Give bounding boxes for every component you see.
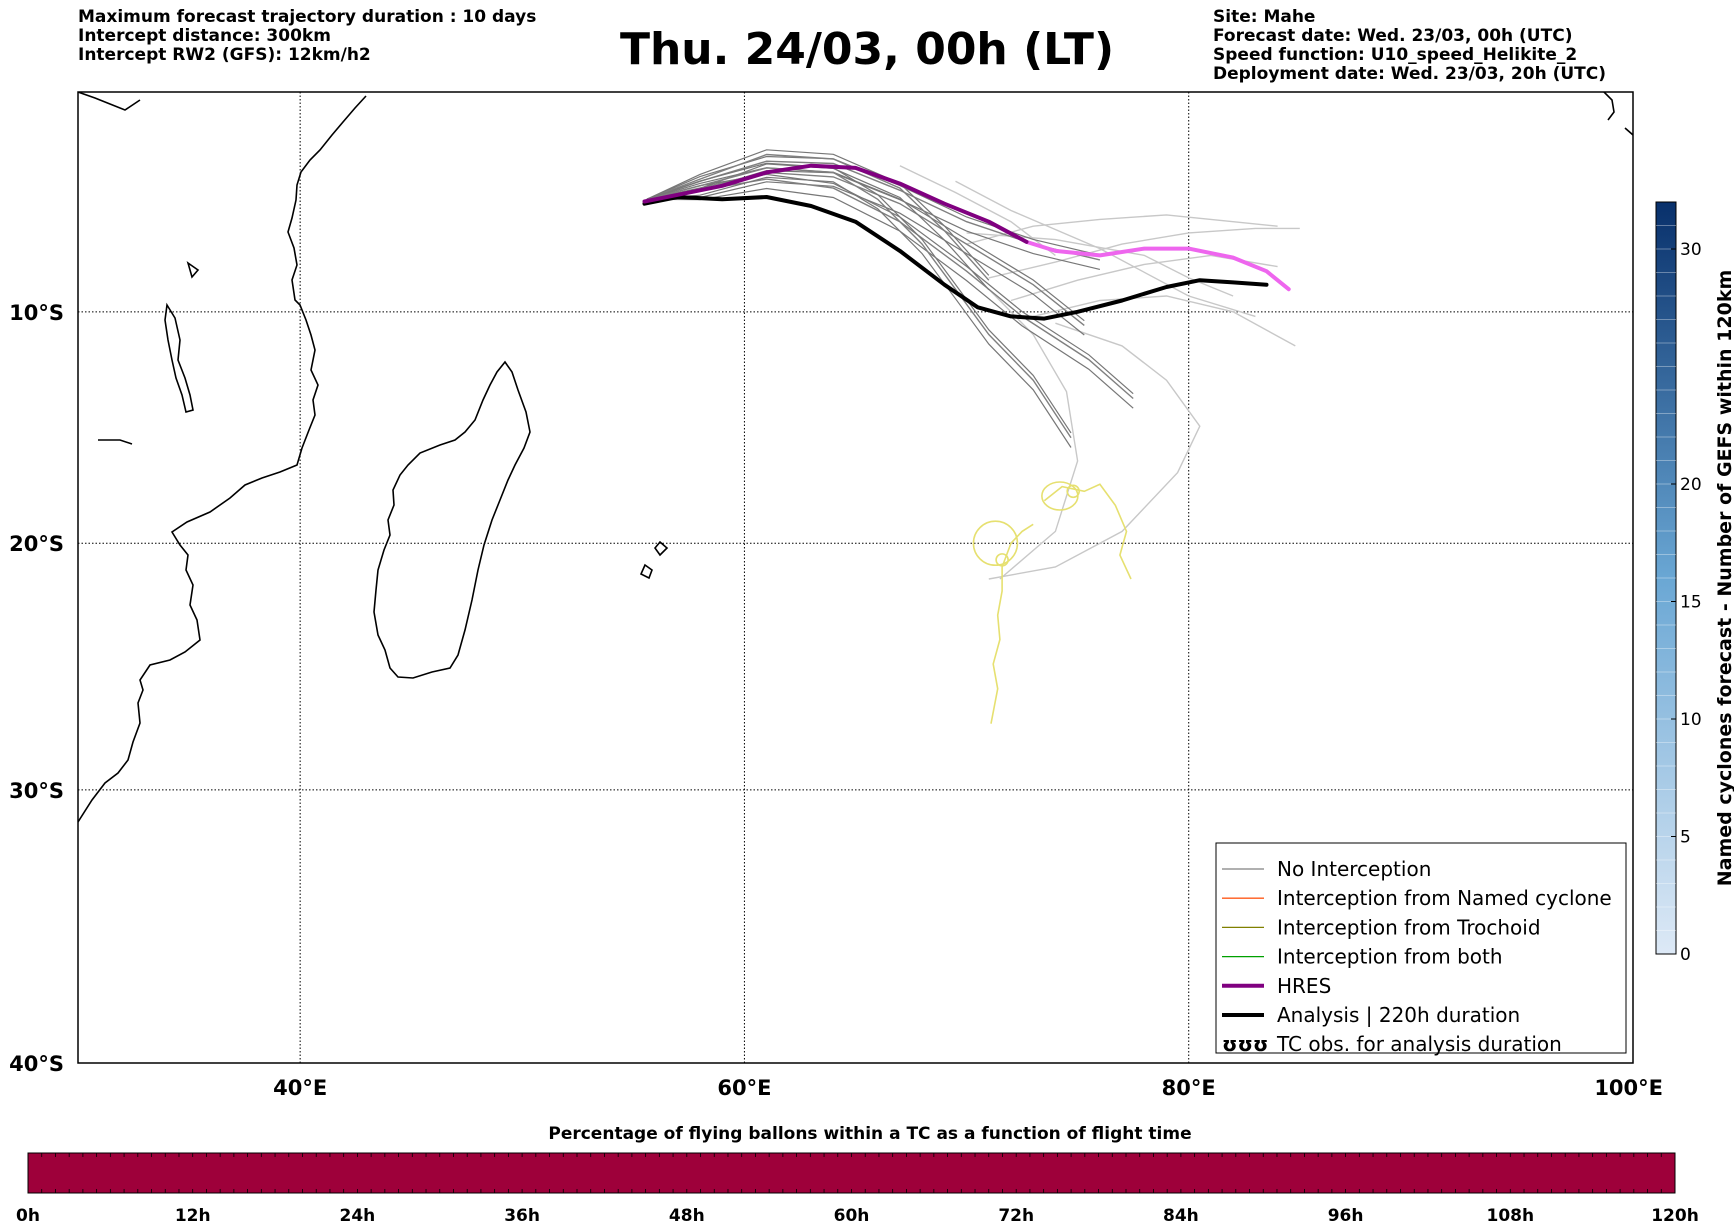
lon-tick-label: 100°E [1594,1076,1663,1100]
sri-lanka-coast [1603,92,1615,121]
right-colorbar-tick-label: 0 [1680,945,1691,965]
map-frame [77,91,1634,1064]
right-colorbar-tick-label: 15 [1680,593,1702,613]
legend-label: Analysis | 220h duration [1277,1003,1520,1027]
right-colorbar: 0 5 10 15 20 30 Named cyclones forecast - Num… [1655,201,1734,965]
graticule [78,92,1633,1063]
right-colorbar-tick-label: 5 [1680,828,1691,848]
lon-tick-label: 60°E [717,1076,771,1100]
max-duration-text: Maximum forecast trajectory duration : 1… [78,7,537,27]
ensemble-light-track [955,180,1256,318]
hres-track-continuation [1024,239,1291,292]
longitude-labels: 40°E 60°E 80°E 100°E [273,1076,1663,1100]
no-interception-track [646,171,1085,326]
right-colorbar-title: Named cyclones forecast - Number of GEFS… [1714,270,1734,887]
reunion-island [653,540,669,557]
bottom-colorbar-tick-label: 0h [16,1206,40,1223]
lat-tick-label: 20°S [9,532,64,556]
legend-label: Interception from Trochoid [1277,915,1541,939]
lon-tick-label: 40°E [273,1076,327,1100]
legend-label: Interception from both [1277,945,1503,969]
header-left: Maximum forecast trajectory duration : 1… [78,8,536,65]
tc-loop [1066,484,1080,499]
no-interception-track [646,167,1072,439]
tc-track [1043,483,1132,580]
hres-track-layer [642,163,1291,292]
ensemble-light-track [988,288,1079,580]
no-interception-track [646,153,990,281]
bottom-colorbar-bar [27,1152,1676,1194]
bottom-colorbar-tick-label: 24h [340,1206,376,1223]
tc-loop [995,553,1009,567]
bottom-colorbar-tick-label: 72h [998,1206,1034,1223]
ensemble-light-track [988,322,1201,580]
right-colorbar-tick-label: 10 [1680,710,1702,730]
analysis-track [642,195,1269,321]
bottom-colorbar-tick-label: 84h [1163,1206,1199,1223]
bottom-colorbar-tick-label: 36h [504,1206,540,1223]
legend-box [1215,842,1627,1054]
legend-symbol: ʊʊʊ [1222,1032,1268,1056]
right-colorbar-gradient [1655,201,1677,955]
header-right: Site: Mahe Forecast date: Wed. 23/03, 00… [1213,8,1606,84]
site-text: Site: Mahe [1213,7,1316,27]
madagascar-coastline [373,360,531,679]
coastlines [78,92,1633,823]
ensemble-light-track [988,227,1300,279]
ensemble-light-tracks [899,165,1300,580]
intercept-distance-text: Intercept distance: 300km [78,26,331,46]
hres-track [642,163,1029,244]
bottom-colorbar-tick-label: 120h [1651,1206,1699,1223]
lat-tick-label: 40°S [9,1052,64,1076]
legend-label: TC obs. for analysis duration [1276,1032,1562,1056]
deployment-date-text: Deployment date: Wed. 23/03, 20h (UTC) [1213,64,1607,84]
lake-tanganyika [98,439,133,445]
bottom-colorbar-tick-label: 48h [669,1206,705,1223]
legend-label: No Interception [1277,857,1431,881]
ensemble-no-interception-tracks [646,149,1134,448]
lat-tick-label: 10°S [9,301,64,325]
arabia-coast [78,92,141,111]
comoros-island [186,261,200,279]
bottom-colorbar-tick-label: 96h [1328,1206,1364,1223]
right-colorbar-tick-label: 30 [1680,240,1702,260]
bottom-colorbar-title: Percentage of flying ballons within a TC… [548,1124,1191,1144]
no-interception-track [646,176,1072,448]
legend-label: HRES [1277,974,1331,998]
map-content [78,92,1633,1063]
tc-observation-tracks [972,481,1132,724]
sumatra-coast [1624,127,1633,136]
latitude-labels: 10°S 20°S 30°S 40°S [9,301,64,1076]
forecast-date-text: Forecast date: Wed. 23/03, 00h (UTC) [1213,26,1573,46]
right-colorbar-tick-label: 20 [1680,475,1702,495]
bottom-colorbar-tick-label: 60h [834,1206,870,1223]
ensemble-light-track [899,165,1056,256]
no-interception-track [646,162,1072,434]
lon-tick-label: 80°E [1162,1076,1216,1100]
africa-coastline [78,95,367,823]
lat-tick-label: 30°S [9,779,64,803]
bottom-colorbar: Percentage of flying ballons within a TC… [16,1124,1699,1223]
analysis-track-layer [642,195,1269,321]
legend: No Interception Interception from Named c… [1215,842,1627,1056]
legend-label: Interception from Named cyclone [1277,886,1612,910]
no-interception-track [646,149,990,276]
ensemble-light-track [1033,295,1296,347]
bottom-colorbar-tick-label: 108h [1487,1206,1535,1223]
no-interception-track [646,167,1085,322]
map-title: Thu. 24/03, 00h (LT) [619,24,1115,75]
tc-loop [972,520,1019,567]
mauritius-island [639,563,653,580]
ensemble-light-track [966,214,1278,245]
intercept-rw2-text: Intercept RW2 (GFS): 12km/h2 [78,45,371,65]
bottom-colorbar-tick-label: 12h [175,1206,211,1223]
lake-coast [164,302,194,413]
speed-function-text: Speed function: U10_speed_Helikite_2 [1213,45,1578,65]
